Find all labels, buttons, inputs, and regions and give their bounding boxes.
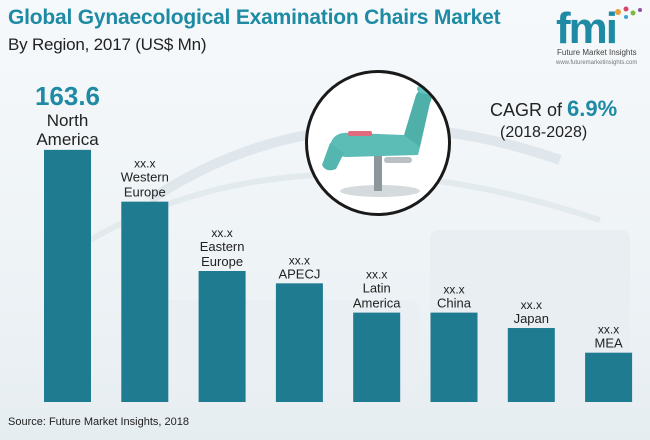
bar-mea <box>585 352 633 402</box>
logo-company-name: Future Market Insights <box>557 48 637 57</box>
category-label-north-america: America <box>36 130 99 149</box>
logo-wordmark: fmi <box>556 5 642 49</box>
bar-apecj <box>275 283 323 402</box>
category-label-western-europe: Western <box>121 170 169 185</box>
value-label-mea: xx.x <box>598 323 619 337</box>
chart-title: Global Gynaecological Examination Chairs… <box>8 6 501 29</box>
fmi-logo: fmi Future Market Insights www.futuremar… <box>556 5 646 67</box>
bar-latin-america <box>353 312 401 402</box>
category-label-china: China <box>437 296 472 311</box>
category-label-north-america: North <box>47 111 89 130</box>
category-label-latin-america: Latin <box>363 281 391 296</box>
value-label-eastern-europe: xx.x <box>211 226 232 240</box>
bar-japan <box>507 328 555 402</box>
bar-western-europe <box>121 201 169 402</box>
category-label-mea: MEA <box>595 336 624 351</box>
logo-url: www.futuremarketinsights.com <box>556 60 638 66</box>
value-label-western-europe: xx.x <box>134 157 155 171</box>
category-label-japan: Japan <box>514 311 549 326</box>
cagr-period: (2018-2028) <box>500 124 588 141</box>
value-label-north-america: 163.6 <box>35 81 100 111</box>
cagr-prefix: CAGR of <box>490 100 563 120</box>
chart-subtitle: By Region, 2017 (US$ Mn) <box>8 35 207 54</box>
svg-text:fmi: fmi <box>556 5 616 49</box>
value-label-latin-america: xx.x <box>366 268 387 282</box>
category-label-apecj: APECJ <box>278 266 320 281</box>
value-label-japan: xx.x <box>521 298 542 312</box>
value-label-apecj: xx.x <box>289 253 310 267</box>
bar-eastern-europe <box>198 271 246 402</box>
category-label-eastern-europe: Eastern <box>200 239 245 254</box>
cagr-statement: CAGR of 6.9% <box>490 96 617 122</box>
source-note: Source: Future Market Insights, 2018 <box>8 416 189 428</box>
bar-china <box>430 312 478 402</box>
category-label-western-europe: Europe <box>124 185 166 200</box>
value-label-china: xx.x <box>443 283 464 297</box>
category-label-latin-america: America <box>353 296 401 311</box>
chair-photo <box>305 70 451 216</box>
bar-north-america <box>44 149 91 402</box>
category-label-eastern-europe: Europe <box>201 254 243 269</box>
cagr-value: 6.9% <box>567 96 618 121</box>
